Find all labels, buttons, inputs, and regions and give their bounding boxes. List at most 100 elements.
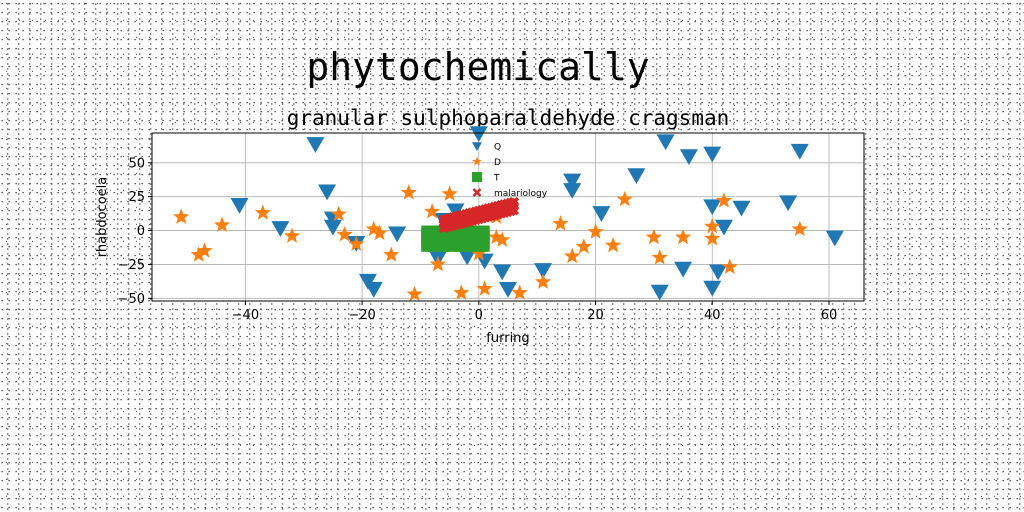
- data-point-D: [616, 190, 633, 207]
- data-point-Q: [703, 146, 722, 163]
- legend-item-malariology: malariology: [472, 188, 548, 199]
- chart-title: granular sulphoparaldehyde cragsman: [287, 106, 730, 130]
- data-point-D: [476, 280, 493, 296]
- x-tick-label: −40: [232, 308, 259, 323]
- x-tick-label: 60: [821, 308, 838, 323]
- data-point-D: [675, 228, 692, 245]
- data-point-D: [371, 224, 388, 241]
- data-point-Q: [779, 195, 798, 212]
- data-point-D: [348, 235, 365, 251]
- data-point-Q: [306, 137, 325, 153]
- data-point-Q: [674, 261, 693, 278]
- figure-suptitle: phytochemically: [306, 45, 649, 89]
- data-point-Q: [732, 200, 751, 217]
- legend-marker: [472, 156, 482, 166]
- data-point-Q: [469, 126, 488, 142]
- axes-frame: [151, 132, 865, 302]
- data-point-D: [406, 285, 423, 302]
- series-Q: [230, 126, 844, 301]
- data-point-D: [488, 228, 505, 245]
- legend-marker: [472, 142, 482, 151]
- data-point-D: [213, 216, 231, 233]
- data-point-D: [645, 228, 662, 245]
- data-point-Q: [790, 143, 809, 160]
- data-point-T: [427, 225, 438, 236]
- data-point-D: [721, 258, 738, 275]
- data-point-D: [254, 204, 271, 220]
- y-tick-label: −50: [118, 292, 145, 307]
- legend-label: malariology: [494, 189, 548, 199]
- legend-marker: [472, 188, 482, 197]
- data-point-Q: [825, 230, 844, 247]
- legend-item-T: T: [472, 172, 500, 184]
- data-point-Q: [318, 184, 337, 201]
- data-point-D: [715, 192, 733, 208]
- x-axis-ticks: −40 −20 0 20 40 60: [232, 301, 838, 323]
- x-tick-label: −20: [348, 308, 375, 323]
- data-point-Q: [446, 203, 465, 220]
- data-point-Q: [534, 263, 553, 279]
- data-point-D: [424, 203, 441, 219]
- data-point-D: [283, 227, 301, 243]
- data-point-T: [473, 225, 484, 236]
- legend-label: Q: [494, 143, 501, 153]
- data-point-D: [587, 223, 604, 239]
- data-point-D: [494, 231, 511, 247]
- data-point-D: [791, 220, 808, 237]
- data-point-D: [564, 247, 581, 264]
- data-point-Q: [714, 219, 733, 236]
- data-point-Q: [271, 221, 290, 237]
- legend-marker: [472, 172, 482, 182]
- data-point-D: [383, 246, 400, 262]
- data-point-Q: [563, 173, 582, 190]
- data-point-D: [196, 242, 213, 258]
- data-point-Q: [364, 282, 383, 298]
- data-point-Q: [656, 134, 675, 151]
- legend-item-Q: Q: [472, 142, 501, 153]
- data-point-D: [453, 284, 470, 300]
- data-point-D: [365, 220, 382, 237]
- data-point-Q: [458, 249, 477, 266]
- data-point-D: [604, 236, 622, 253]
- data-point-Q: [650, 284, 669, 301]
- data-point-D: [704, 230, 721, 246]
- data-point-T: [460, 225, 471, 236]
- data-point-D: [190, 246, 207, 262]
- data-point-D: [173, 208, 190, 224]
- x-axis-label: furring: [486, 331, 529, 346]
- data-point-Q: [679, 149, 698, 166]
- data-point-Q: [563, 183, 582, 199]
- y-axis-label: rhabdocoela: [95, 177, 110, 257]
- legend-item-D: D: [472, 156, 501, 168]
- y-axis-ticks: −50 −25 0 25 50: [118, 156, 152, 307]
- series-malariology: [438, 196, 520, 234]
- data-point-Q: [703, 199, 722, 216]
- legend-label: D: [494, 158, 501, 168]
- series-D: [173, 184, 808, 302]
- data-point-Q: [358, 273, 377, 290]
- data-point-D: [552, 215, 569, 231]
- data-point-Q: [230, 198, 249, 214]
- data-point-Q: [388, 226, 407, 243]
- data-point-D: [330, 205, 347, 222]
- data-point-T: [453, 225, 464, 236]
- y-tick-label: 25: [128, 190, 145, 205]
- data-point-D: [511, 284, 528, 300]
- data-point-Q: [703, 280, 722, 297]
- data-point-D: [336, 226, 353, 242]
- data-point-Q: [493, 264, 512, 281]
- x-tick-label: 20: [587, 308, 604, 323]
- y-tick-label: 50: [128, 156, 145, 171]
- data-point-Q: [499, 282, 517, 298]
- x-tick-label: 40: [704, 308, 721, 323]
- y-tick-label: −25: [118, 258, 145, 273]
- data-point-D: [429, 255, 447, 272]
- legend-label: T: [493, 174, 500, 184]
- data-point-Q: [709, 264, 728, 281]
- data-point-Q: [323, 219, 342, 236]
- data-point-D: [704, 217, 721, 234]
- data-point-Q: [627, 168, 646, 184]
